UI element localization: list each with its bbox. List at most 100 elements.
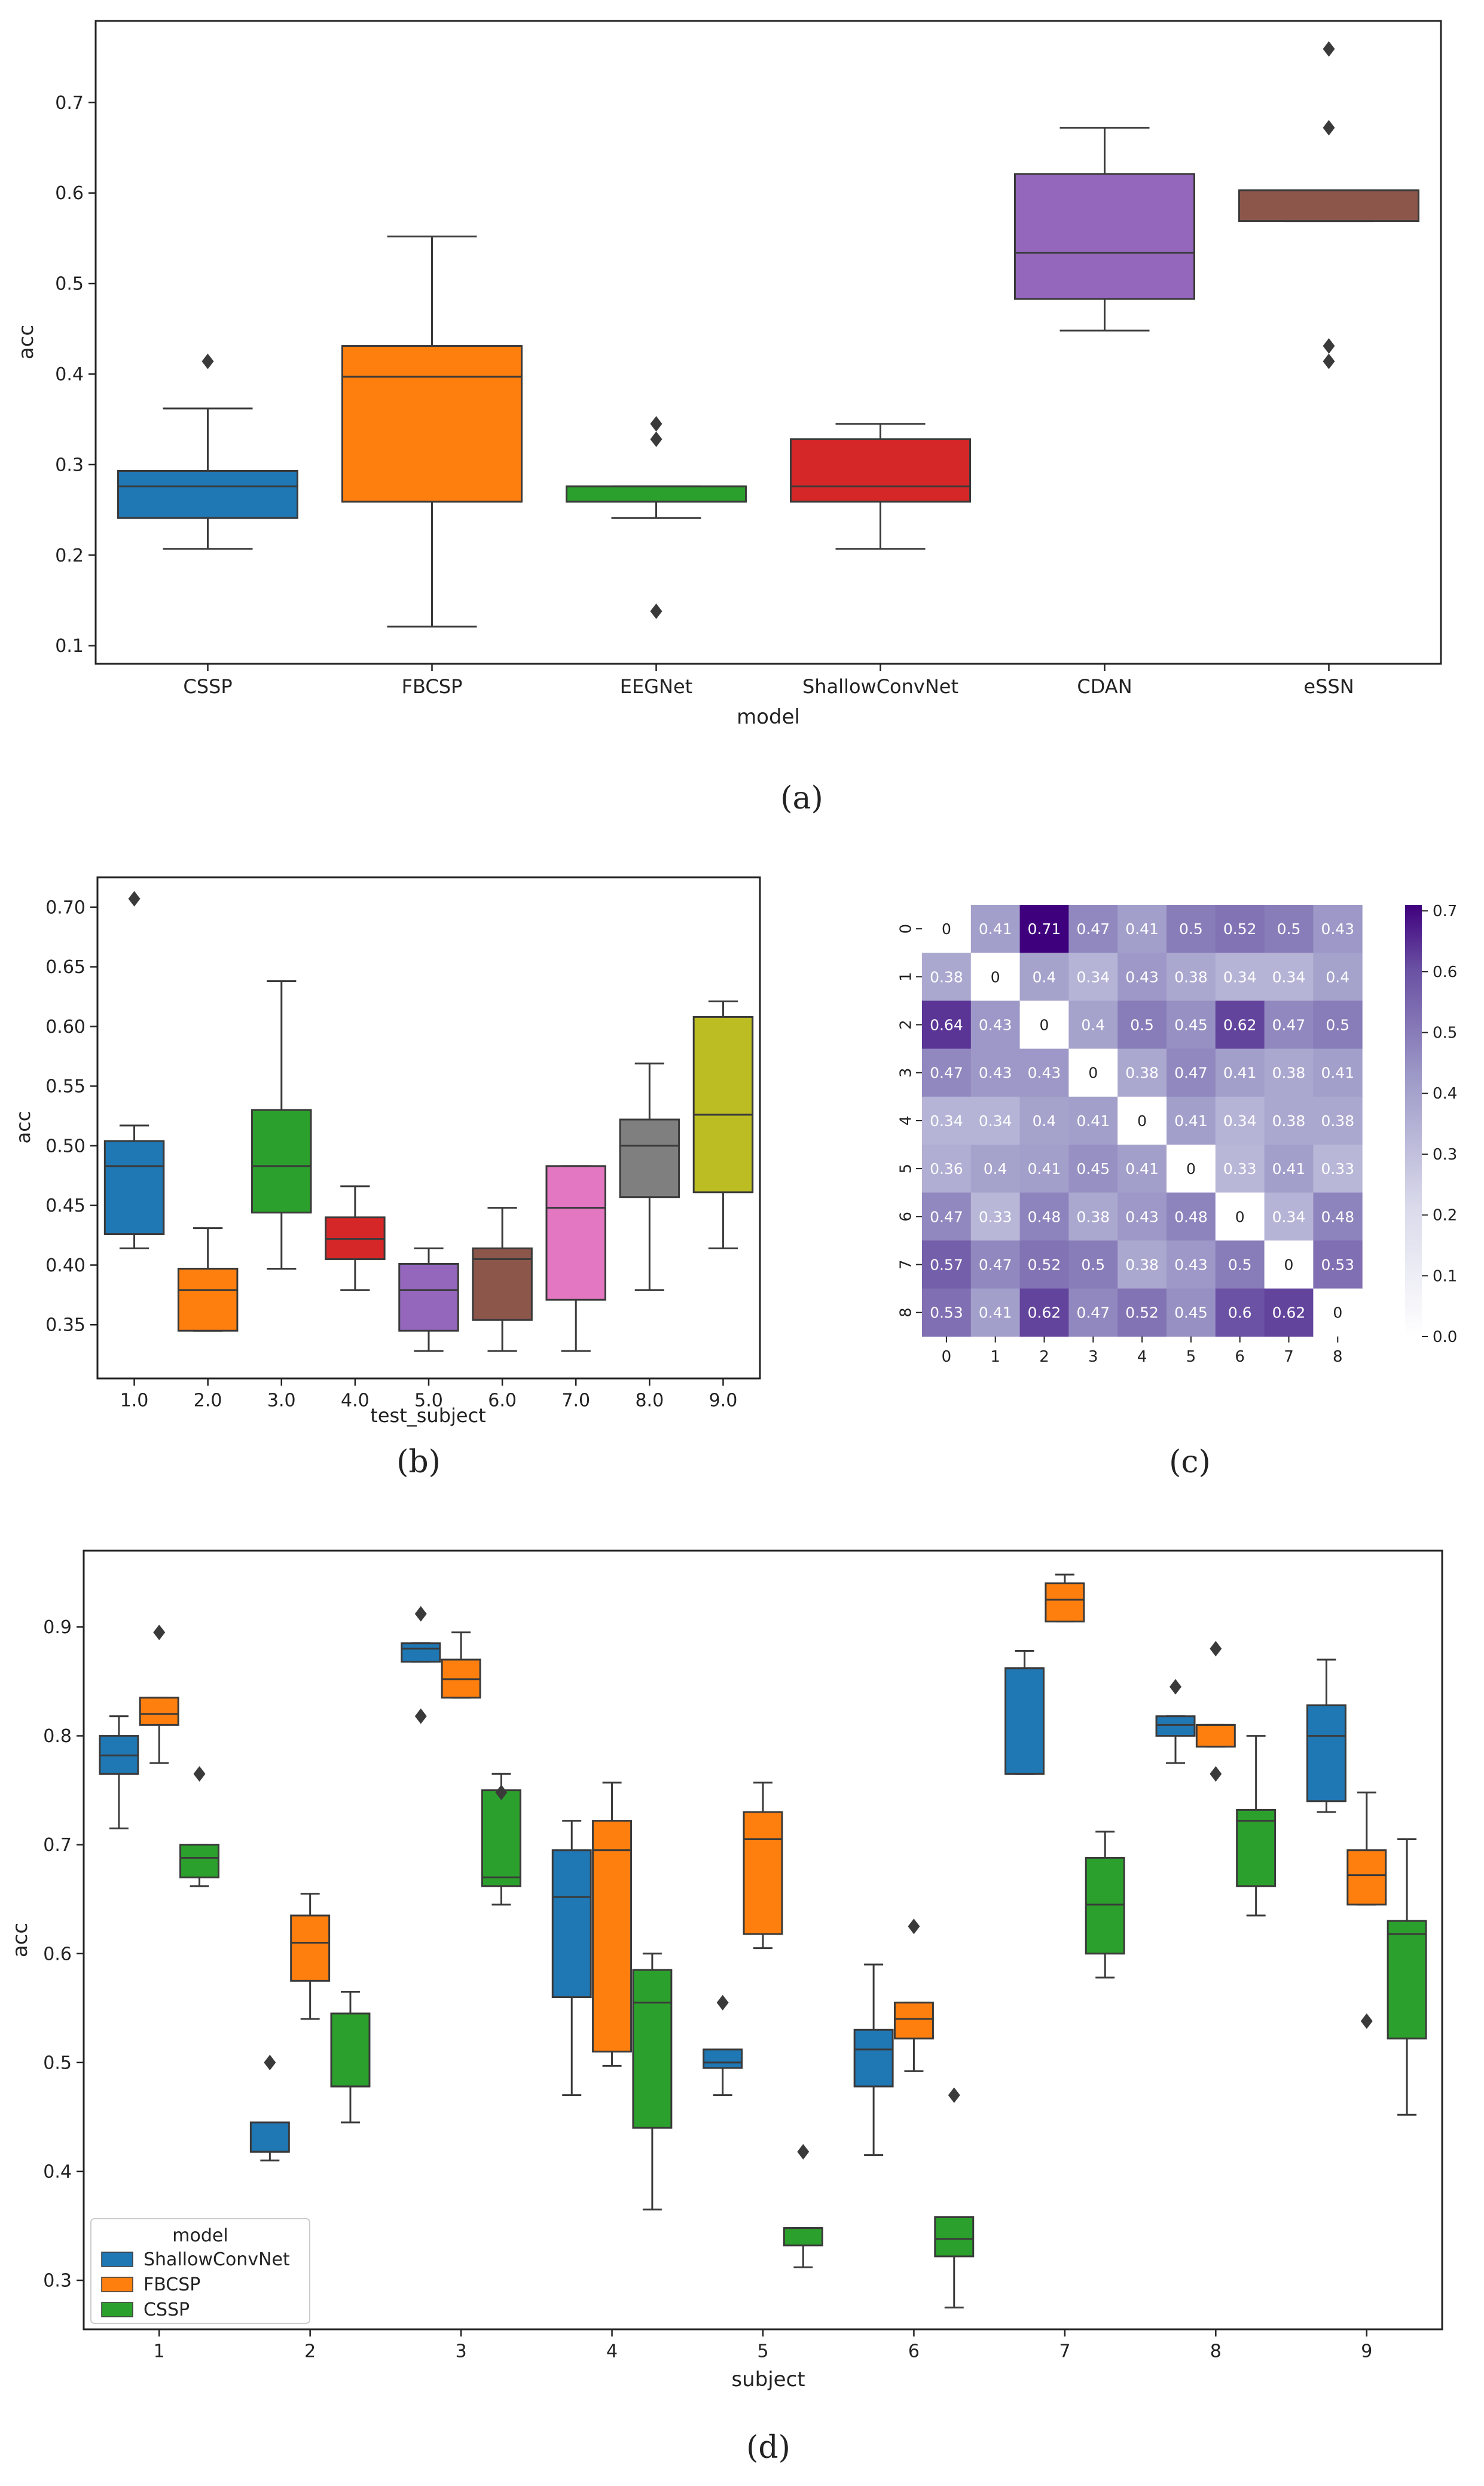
box-plot xyxy=(441,1631,481,1699)
heatmap-cell xyxy=(1215,905,1265,953)
y-tick-label: 0.55 xyxy=(45,1076,86,1097)
heatmap-cell xyxy=(922,1240,972,1289)
heatmap-cell-label: 0.47 xyxy=(979,1256,1012,1274)
y-tick-label: 0.6 xyxy=(55,183,84,204)
box-body xyxy=(853,2029,894,2088)
heatmap-cell xyxy=(1264,1288,1314,1337)
box-body xyxy=(619,1118,680,1198)
heatmap-cell xyxy=(1313,1096,1363,1145)
y-tick-label: 3 xyxy=(897,1067,915,1078)
heatmap-cell xyxy=(1167,1240,1216,1289)
heatmap-cell-label: 0.52 xyxy=(1125,1304,1159,1322)
heatmap-cell-label: 0.34 xyxy=(1076,968,1110,986)
heatmap-cell xyxy=(1313,1240,1363,1289)
box-body xyxy=(1387,1920,1427,2040)
box-body xyxy=(1004,1667,1045,1775)
box-plot xyxy=(619,1062,680,1291)
box-plot xyxy=(692,1000,754,1250)
box-plot xyxy=(551,1820,592,2096)
heatmap-cell xyxy=(1117,1096,1167,1145)
heatmap-cell xyxy=(1215,1096,1265,1145)
heatmap-cell-label: 0.43 xyxy=(1321,920,1354,938)
box-body xyxy=(179,1844,220,1878)
heatmap-cell xyxy=(970,1288,1021,1337)
box-body xyxy=(1085,1857,1125,1955)
colorbar-tick-label: 0.2 xyxy=(1433,1207,1457,1225)
heatmap-cell xyxy=(970,1096,1021,1145)
box-outlier xyxy=(128,890,141,907)
heatmap-cell xyxy=(922,1048,972,1097)
box-body xyxy=(692,1015,754,1194)
x-tick-label: 0 xyxy=(942,1348,952,1366)
x-tick-label: 9.0 xyxy=(709,1390,738,1411)
heatmap-cell xyxy=(1313,905,1363,953)
box-body xyxy=(1195,1724,1236,1748)
legend-swatch-cssp xyxy=(101,2302,133,2317)
heatmap-cell-label: 0 xyxy=(1284,1256,1294,1274)
y-tick-label: 0.35 xyxy=(45,1315,86,1336)
box-plot xyxy=(401,1606,441,1724)
y-tick-label: 0.4 xyxy=(55,364,84,385)
x-tick-label: 2.0 xyxy=(194,1390,222,1411)
heatmap-cell-label: 0.38 xyxy=(1076,1208,1110,1225)
heatmap-cell-label: 0.38 xyxy=(1174,968,1208,986)
heatmap-cell xyxy=(1215,953,1265,1001)
box-body xyxy=(551,1849,592,1999)
x-tick-label: 4 xyxy=(1137,1348,1147,1366)
heatmap-cell-label: 0.47 xyxy=(1076,920,1110,938)
box-body xyxy=(632,1969,673,2129)
heatmap-cell xyxy=(970,1240,1021,1289)
panel-d-legend: model ShallowConvNet FBCSP CSSP xyxy=(90,2218,310,2324)
panel-d-y-label: acc xyxy=(8,1923,32,1957)
box-plot xyxy=(341,235,523,628)
box-outlier xyxy=(1323,41,1335,57)
colorbar-tick-label: 0.6 xyxy=(1433,963,1457,981)
heatmap-cell-label: 0.48 xyxy=(1028,1208,1061,1225)
box-plot xyxy=(566,416,747,620)
heatmap-cell-label: 0.38 xyxy=(1125,1256,1159,1274)
colorbar-tick-label: 0.5 xyxy=(1433,1024,1457,1042)
heatmap-cell xyxy=(1167,1288,1216,1337)
legend-swatch-fbcsp xyxy=(101,2277,133,2292)
heatmap-cell xyxy=(1264,1048,1314,1097)
panel-b: 0.35 0.40 0.45 0.50 0.55 0.60 0.65 0.70 1.0 2.0 3… xyxy=(12,876,761,1480)
panel-c-axes: 0 1 2 3 4 5 6 7 8 0 1 2 3 4 5 6 7 8 xyxy=(897,924,1343,1366)
panel-d-caption: (d) xyxy=(746,2430,790,2466)
box-plot xyxy=(934,2087,975,2309)
box-body xyxy=(893,2002,934,2040)
heatmap-cell-label: 0.4 xyxy=(984,1160,1007,1178)
box-outlier xyxy=(948,2087,960,2103)
heatmap-cell-label: 0.43 xyxy=(1125,968,1159,986)
box-body xyxy=(783,2227,823,2247)
heatmap-cell-label: 0.34 xyxy=(979,1112,1012,1130)
box-plot xyxy=(1014,127,1195,332)
heatmap-cell xyxy=(1313,953,1363,1001)
box-plot xyxy=(893,1918,934,2072)
colorbar-tick-label: 0.0 xyxy=(1433,1328,1457,1346)
box-body xyxy=(703,2048,743,2069)
heatmap-cell-label: 0.43 xyxy=(979,1017,1012,1034)
box-plot xyxy=(1045,1573,1085,1622)
heatmap-cell xyxy=(1167,1145,1216,1193)
box-plot xyxy=(117,353,298,550)
x-tick-label: 6.0 xyxy=(488,1390,517,1411)
heatmap-cell xyxy=(1313,1288,1363,1337)
heatmap-cell-label: 0.43 xyxy=(1125,1208,1159,1225)
heatmap-cell xyxy=(1167,1192,1216,1241)
heatmap-cell xyxy=(922,905,972,953)
heatmap-cell xyxy=(1019,905,1069,953)
panel-a: 0.1 0.2 0.3 0.4 0.5 0.6 0.7 CSSP FBCSP EEGNet Sha… xyxy=(14,20,1442,816)
box-outlier xyxy=(797,2144,810,2160)
box-plot xyxy=(325,1185,386,1291)
heatmap-cell-label: 0.62 xyxy=(1028,1304,1061,1322)
heatmap-cell xyxy=(1068,1048,1118,1097)
heatmap-cell xyxy=(1117,1192,1167,1241)
heatmap-cell-label: 0.52 xyxy=(1223,920,1257,938)
x-tick-label: CDAN xyxy=(1077,675,1132,698)
box-plot xyxy=(139,1624,179,1764)
box-body xyxy=(330,2012,371,2088)
heatmap-cell xyxy=(1068,1145,1118,1193)
heatmap-cell-label: 0.41 xyxy=(1272,1160,1306,1178)
heatmap-cell-label: 0 xyxy=(1088,1064,1098,1082)
heatmap-cell-label: 0 xyxy=(1333,1304,1342,1322)
